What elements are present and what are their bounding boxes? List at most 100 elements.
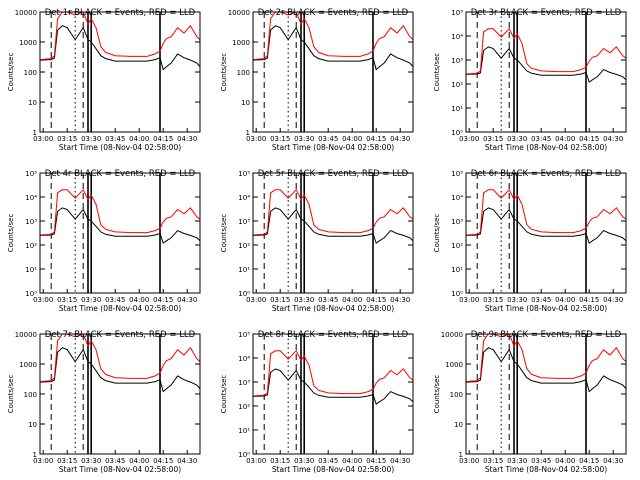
x-tick-label: 03:30 [81,135,101,143]
y-tick-label: 10⁴ [238,355,250,363]
y-tick-label: 1000 [232,39,250,47]
x-tick-label: 04:00 [342,457,362,465]
plot-frame [39,172,201,294]
events-line [466,46,626,83]
lld-line [253,12,413,61]
panel-title: Det 3r BLACK = Events, RED = LLD [471,8,622,18]
y-tick-label: 10 [28,421,37,429]
x-axis-label: Start Time (08-Nov-04 02:58:00) [59,143,181,152]
panel-2: 1 10 100 1000 10000 03:00 03:15 03:30 03:45 04:00… [220,8,414,152]
x-tick-label: 04:30 [603,457,623,465]
y-tick-label: 10³ [451,218,463,226]
panel-6: 10⁰ 10¹ 10² 10³ 10⁴ 10⁵ 03:00 03:15 03:30 03:45 04… [433,169,627,313]
x-tick-label: 04:30 [390,135,410,143]
panel-title: Det 6r BLACK = Events, RED = LLD [471,169,622,179]
y-tick-label: 10 [241,99,250,107]
events-line [466,347,626,393]
x-tick-label: 03:45 [531,135,551,143]
x-tick-label: 04:15 [579,296,599,304]
events-line [253,207,413,244]
y-tick-label: 10⁰ [451,129,463,137]
y-tick-label: 1000 [19,361,37,369]
x-tick-label: 03:45 [105,457,125,465]
x-tick-label: 03:30 [507,135,527,143]
y-tick-label: 10⁵ [451,170,463,178]
x-tick-label: 04:00 [129,135,149,143]
y-tick-label: 10000 [15,331,37,339]
x-tick-label: 04:15 [579,457,599,465]
x-tick-label: 03:30 [294,135,314,143]
x-tick-label: 03:15 [270,296,290,304]
x-tick-label: 03:45 [318,457,338,465]
y-tick-label: 10⁰ [238,451,250,459]
y-tick-label: 10¹ [451,266,463,274]
x-axis-label: Start Time (08-Nov-04 02:58:00) [485,143,607,152]
x-tick-label: 03:00 [246,135,266,143]
panel-3: 10⁰ 10¹ 10² 10³ 10⁴ 10⁵ 03:00 03:15 03:30 03:45 04… [433,8,627,152]
x-tick-label: 04:15 [153,296,173,304]
panel-title: Det 1r BLACK = Events, RED = LLD [45,8,196,18]
y-tick-label: 10¹ [25,266,37,274]
y-tick-label: 10³ [238,218,250,226]
x-axis-label: Start Time (08-Nov-04 02:58:00) [272,304,394,313]
x-tick-label: 04:15 [579,135,599,143]
panel-9: 1 10 100 1000 10000 03:00 03:15 03:30 03:45 04:00… [433,330,627,474]
x-tick-label: 03:15 [483,457,503,465]
events-line [40,25,200,71]
x-tick-label: 04:00 [555,135,575,143]
x-tick-label: 04:30 [390,296,410,304]
y-tick-label: 1000 [19,39,37,47]
x-tick-label: 03:45 [531,296,551,304]
x-tick-label: 03:15 [483,296,503,304]
lld-line [466,334,626,383]
events-line [253,25,413,71]
x-tick-label: 04:15 [153,135,173,143]
x-tick-label: 03:15 [483,135,503,143]
y-axis-label: Counts/sec [220,214,228,253]
x-axis-label: Start Time (08-Nov-04 02:58:00) [59,465,181,474]
y-tick-label: 1 [459,451,463,459]
y-tick-label: 10⁵ [238,331,250,339]
y-axis-label: Counts/sec [7,53,15,92]
y-tick-label: 10³ [451,57,463,65]
x-axis-label: Start Time (08-Nov-04 02:58:00) [485,304,607,313]
x-tick-label: 03:00 [459,457,479,465]
panel-4: 10⁰ 10¹ 10² 10³ 10⁴ 10⁵ 03:00 03:15 03:30 03:45 04… [7,169,201,313]
x-tick-label: 04:00 [342,135,362,143]
panel-1: 1 10 100 1000 10000 03:00 03:15 03:30 03:45 04:00… [7,8,201,152]
panel-7: 1 10 100 1000 10000 03:00 03:15 03:30 03:45 04:00… [7,330,201,474]
x-tick-label: 03:15 [270,457,290,465]
x-axis-label: Start Time (08-Nov-04 02:58:00) [272,465,394,474]
events-line [466,207,626,244]
y-tick-label: 10⁴ [451,194,463,202]
y-tick-label: 1 [33,451,37,459]
y-tick-label: 10² [25,242,37,250]
x-tick-label: 03:00 [33,457,53,465]
x-tick-label: 03:00 [33,296,53,304]
x-tick-label: 03:15 [57,457,77,465]
y-tick-label: 10000 [228,9,250,17]
y-tick-label: 100 [237,69,250,77]
y-tick-label: 10⁰ [451,290,463,298]
y-tick-label: 1 [246,129,250,137]
x-tick-label: 04:15 [366,135,386,143]
y-axis-label: Counts/sec [7,214,15,253]
y-tick-label: 10⁵ [238,170,250,178]
y-tick-label: 10 [28,99,37,107]
y-tick-label: 1 [33,129,37,137]
y-tick-label: 10³ [25,218,37,226]
y-axis-label: Counts/sec [433,214,441,253]
panel-title: Det 7r BLACK = Events, RED = LLD [45,330,196,340]
panel-title: Det 9r BLACK = Events, RED = LLD [471,330,622,340]
y-axis-label: Counts/sec [220,375,228,414]
y-tick-label: 10⁴ [451,33,463,41]
y-tick-label: 10¹ [451,105,463,113]
x-tick-label: 03:30 [507,296,527,304]
x-tick-label: 03:30 [294,457,314,465]
x-tick-label: 03:00 [246,296,266,304]
x-tick-label: 04:15 [153,457,173,465]
x-axis-label: Start Time (08-Nov-04 02:58:00) [272,143,394,152]
x-tick-label: 03:30 [507,457,527,465]
panel-title: Det 4r BLACK = Events, RED = LLD [45,169,196,179]
